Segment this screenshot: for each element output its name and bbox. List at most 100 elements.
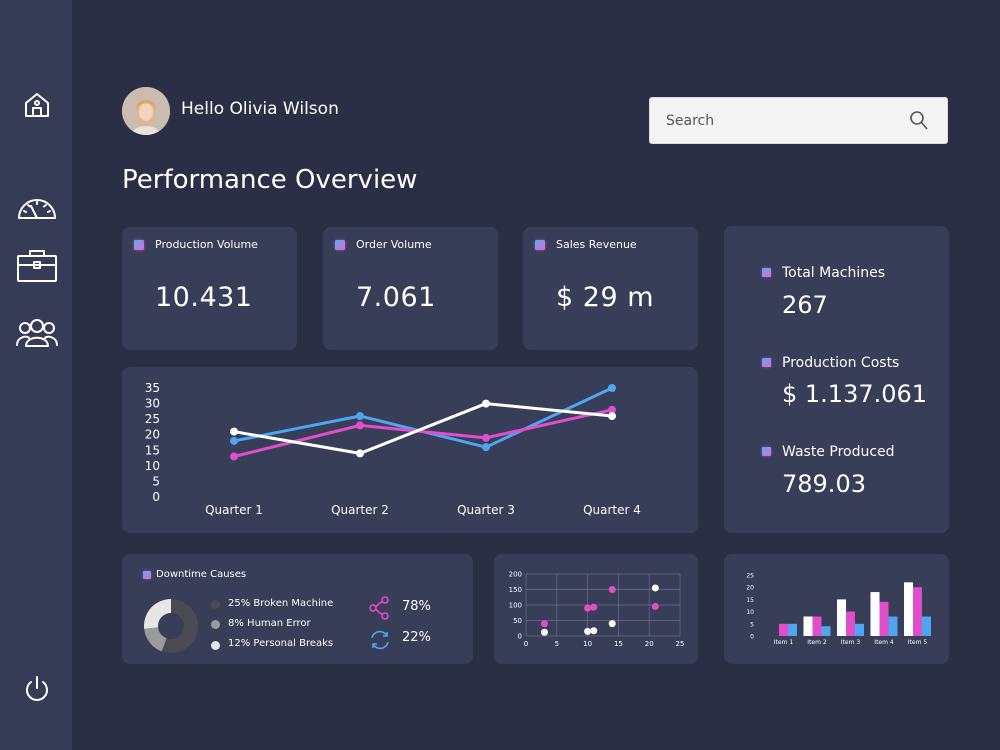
y-tick-label: 30	[145, 397, 160, 411]
data-point	[608, 405, 616, 414]
stat-label: Total Machines	[782, 265, 886, 281]
stat-percent: 22%	[402, 630, 431, 645]
share-icon	[368, 596, 390, 624]
scatter-point	[540, 620, 548, 628]
bar	[888, 616, 898, 636]
y-tick-label: 35	[145, 381, 160, 395]
power-icon[interactable]	[14, 667, 60, 711]
x-tick-label: 25	[676, 640, 685, 648]
stat-percent: 78%	[402, 599, 431, 614]
y-tick-label: 100	[509, 602, 522, 610]
scatter-point	[590, 627, 598, 635]
legend-label: 12% Personal Breaks	[228, 638, 334, 649]
donut-slice	[144, 599, 171, 629]
y-tick-label: 0	[152, 490, 160, 504]
home-icon[interactable]	[14, 83, 60, 127]
kpi-value: $ 29 m	[556, 282, 655, 313]
y-tick-label: 150	[509, 586, 522, 594]
x-tick-label: Item 4	[874, 639, 894, 646]
avatar[interactable]	[122, 87, 170, 135]
x-tick-label: Item 2	[807, 639, 827, 646]
donut-slice	[144, 627, 167, 652]
kpi-card-production-volume: Production Volume 10.431	[122, 227, 297, 350]
bar	[821, 626, 831, 636]
x-tick-label: 0	[524, 640, 528, 648]
y-tick-label: 200	[509, 571, 522, 579]
scatter-chart-card: 0 50 100 150 200 0 5 10 15 20 25	[494, 554, 698, 664]
bullet-icon	[143, 571, 151, 579]
data-point	[230, 436, 238, 445]
bar	[812, 616, 822, 636]
kpi-label: Sales Revenue	[556, 238, 637, 251]
y-tick-label: 25	[746, 573, 754, 580]
y-tick-label: 10	[746, 609, 754, 616]
team-icon[interactable]	[14, 310, 60, 354]
data-point	[230, 427, 238, 436]
data-point	[230, 452, 238, 461]
scatter-point	[584, 627, 592, 635]
y-tick-label: 10	[145, 459, 160, 473]
x-tick-label: Item 1	[774, 639, 794, 646]
kpi-value: 10.431	[155, 282, 253, 313]
donut-slice	[161, 599, 199, 653]
x-tick-label: Quarter 1	[205, 503, 263, 517]
data-point	[608, 412, 616, 421]
sidebar	[0, 0, 72, 750]
y-tick-label: 0	[518, 633, 522, 641]
bullet-icon	[762, 447, 771, 456]
bar	[803, 616, 813, 636]
stat-label: Production Costs	[782, 355, 900, 371]
legend-swatch	[211, 641, 220, 650]
stat-value: $ 1.137.061	[782, 380, 928, 408]
briefcase-icon[interactable]	[14, 243, 60, 287]
y-tick-label: 5	[152, 474, 160, 488]
scatter-point	[590, 603, 598, 611]
data-point	[608, 384, 616, 392]
bar	[788, 623, 797, 636]
kpi-card-sales-revenue: Sales Revenue $ 29 m	[523, 227, 698, 350]
series-line	[233, 408, 613, 458]
y-tick-label: 25	[145, 412, 160, 426]
scatter-point	[651, 603, 659, 611]
kpi-label: Order Volume	[356, 238, 432, 251]
bullet-icon	[762, 268, 771, 277]
bar	[779, 623, 788, 636]
kpi-card-order-volume: Order Volume 7.061	[323, 227, 498, 350]
data-point	[356, 449, 364, 458]
data-point	[356, 421, 364, 430]
summary-stats-card: Total Machines 267 Production Costs $ 1.…	[724, 226, 949, 533]
stat-value: 267	[782, 291, 828, 319]
donut-chart	[144, 599, 199, 653]
bar-chart: 0 5 10 15 20 25 Item 1 Item 2 Item 3 Item 4 Item 5	[746, 573, 931, 646]
series-line	[233, 402, 613, 455]
x-tick-label: 10	[583, 640, 592, 648]
bar	[870, 592, 880, 636]
y-tick-label: 5	[750, 621, 754, 628]
legend-label: 25% Broken Machine	[228, 598, 334, 609]
bar	[846, 611, 855, 636]
search-icon[interactable]	[909, 110, 929, 136]
y-tick-label: 15	[145, 443, 160, 457]
kpi-label: Production Volume	[155, 238, 258, 251]
x-tick-label: Item 3	[841, 639, 861, 646]
series-line	[233, 386, 613, 449]
search-input[interactable]	[666, 98, 906, 143]
bar-chart-card: 0 5 10 15 20 25 Item 1 Item 2 Item 3 Item 4 Item 5	[724, 554, 949, 664]
bar	[904, 582, 913, 636]
greeting: Hello Olivia Wilson	[181, 99, 339, 119]
x-tick-label: Quarter 4	[583, 503, 641, 517]
scatter-chart: 0 50 100 150 200 0 5 10 15 20 25	[509, 571, 685, 649]
refresh-icon	[369, 629, 391, 655]
search-box[interactable]	[649, 97, 948, 144]
legend-swatch	[211, 620, 220, 629]
downtime-card: Downtime Causes 25% Broken Machine 8% Hu…	[122, 554, 473, 664]
x-tick-label: 5	[555, 640, 559, 648]
speedometer-icon[interactable]	[14, 183, 60, 227]
x-tick-label: Item 5	[908, 639, 928, 646]
stat-label: Waste Produced	[782, 444, 895, 460]
x-tick-label: Quarter 3	[457, 503, 515, 517]
scatter-point	[608, 620, 616, 628]
y-tick-label: 20	[145, 428, 160, 442]
x-tick-label: 20	[645, 640, 654, 648]
